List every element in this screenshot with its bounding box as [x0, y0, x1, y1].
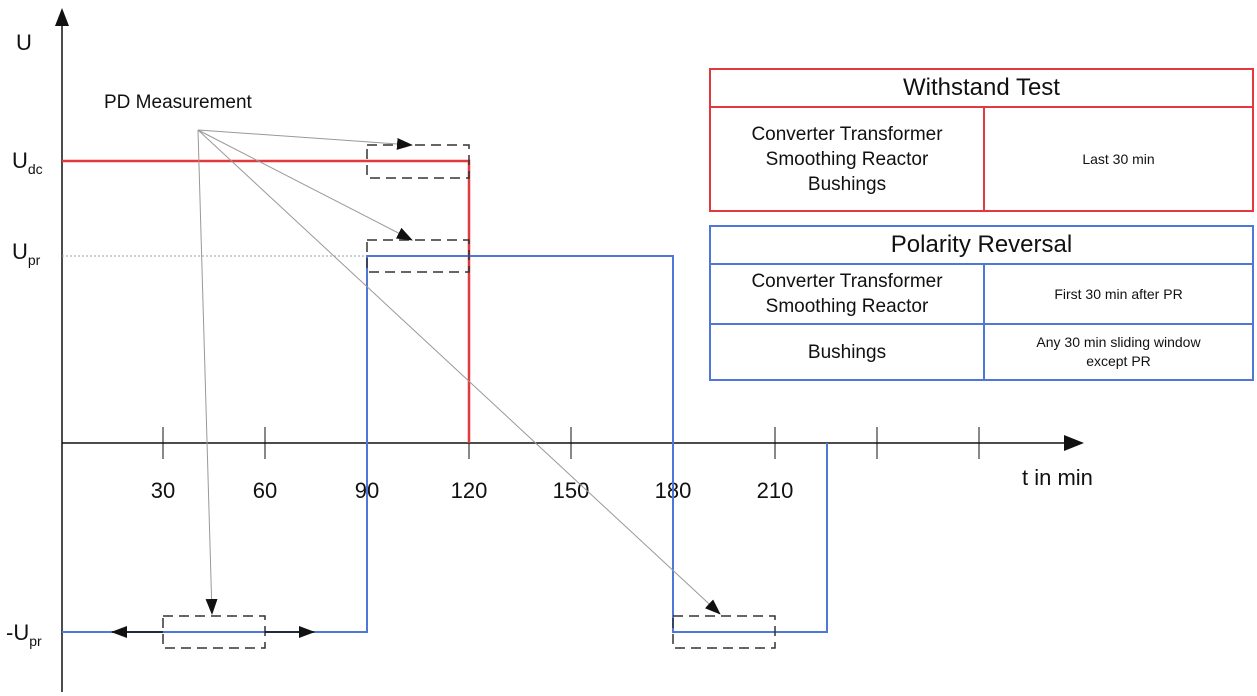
- withstand-test-waveform: [62, 159, 471, 443]
- withstand-test-title: Withstand Test: [709, 68, 1254, 108]
- polarity-reversal-title: Polarity Reversal: [709, 225, 1254, 265]
- polarity-reversal-waveform: [62, 255, 828, 633]
- reversal-item: Smoothing Reactor: [765, 296, 929, 317]
- x-tick-label-210: 210: [757, 478, 794, 503]
- withstand-window-text: Last 30 min: [1082, 150, 1155, 167]
- pd-measurement-label: PD Measurement: [104, 92, 253, 113]
- x-tick-label-60: 60: [253, 478, 277, 503]
- reversal-window-text: Any 30 min sliding window: [1036, 334, 1201, 350]
- withstand-window-cell: Last 30 min: [983, 106, 1254, 212]
- reversal-window-cell-1: First 30 min after PR: [983, 263, 1254, 325]
- withstand-items-cell: Converter Transformer Smoothing Reactor …: [709, 106, 985, 212]
- level-label-upr: Upr: [12, 239, 41, 268]
- withstand-item: Smoothing Reactor: [765, 148, 929, 170]
- reversal-item: Converter Transformer: [751, 271, 943, 292]
- x-tick-label-150: 150: [553, 478, 590, 503]
- reversal-items-cell-2: Bushings: [709, 323, 985, 381]
- withstand-test-table: Withstand Test Converter Transformer Smo…: [709, 68, 1254, 212]
- level-label-neg-upr: -Upr: [6, 620, 42, 649]
- reversal-items-cell-1: Converter Transformer Smoothing Reactor: [709, 263, 985, 325]
- polarity-reversal-table: Polarity Reversal Converter Transformer …: [709, 225, 1254, 381]
- x-axis-arrowhead: [1064, 435, 1084, 451]
- reversal-window-cell-2: Any 30 min sliding window except PR: [983, 323, 1254, 381]
- y-axis-label: U: [16, 30, 32, 55]
- reversal-window-text: First 30 min after PR: [1054, 285, 1183, 302]
- x-tick-label-30: 30: [151, 478, 175, 503]
- x-axis-label: t in min: [1022, 465, 1093, 490]
- window-withstand-last-30: [366, 144, 470, 179]
- reversal-item: Bushings: [807, 341, 887, 363]
- reversal-window-text: except PR: [1086, 353, 1151, 369]
- pd-pointer-lines: [197, 129, 721, 615]
- withstand-item: Bushings: [807, 173, 887, 195]
- window-pr-first-30: [366, 239, 470, 273]
- window-after-second-pr: [672, 615, 776, 649]
- x-tick-label-120: 120: [451, 478, 488, 503]
- y-axis-arrowhead: [55, 8, 69, 26]
- level-label-udc: Udc: [12, 148, 43, 177]
- withstand-item: Converter Transformer: [751, 123, 943, 145]
